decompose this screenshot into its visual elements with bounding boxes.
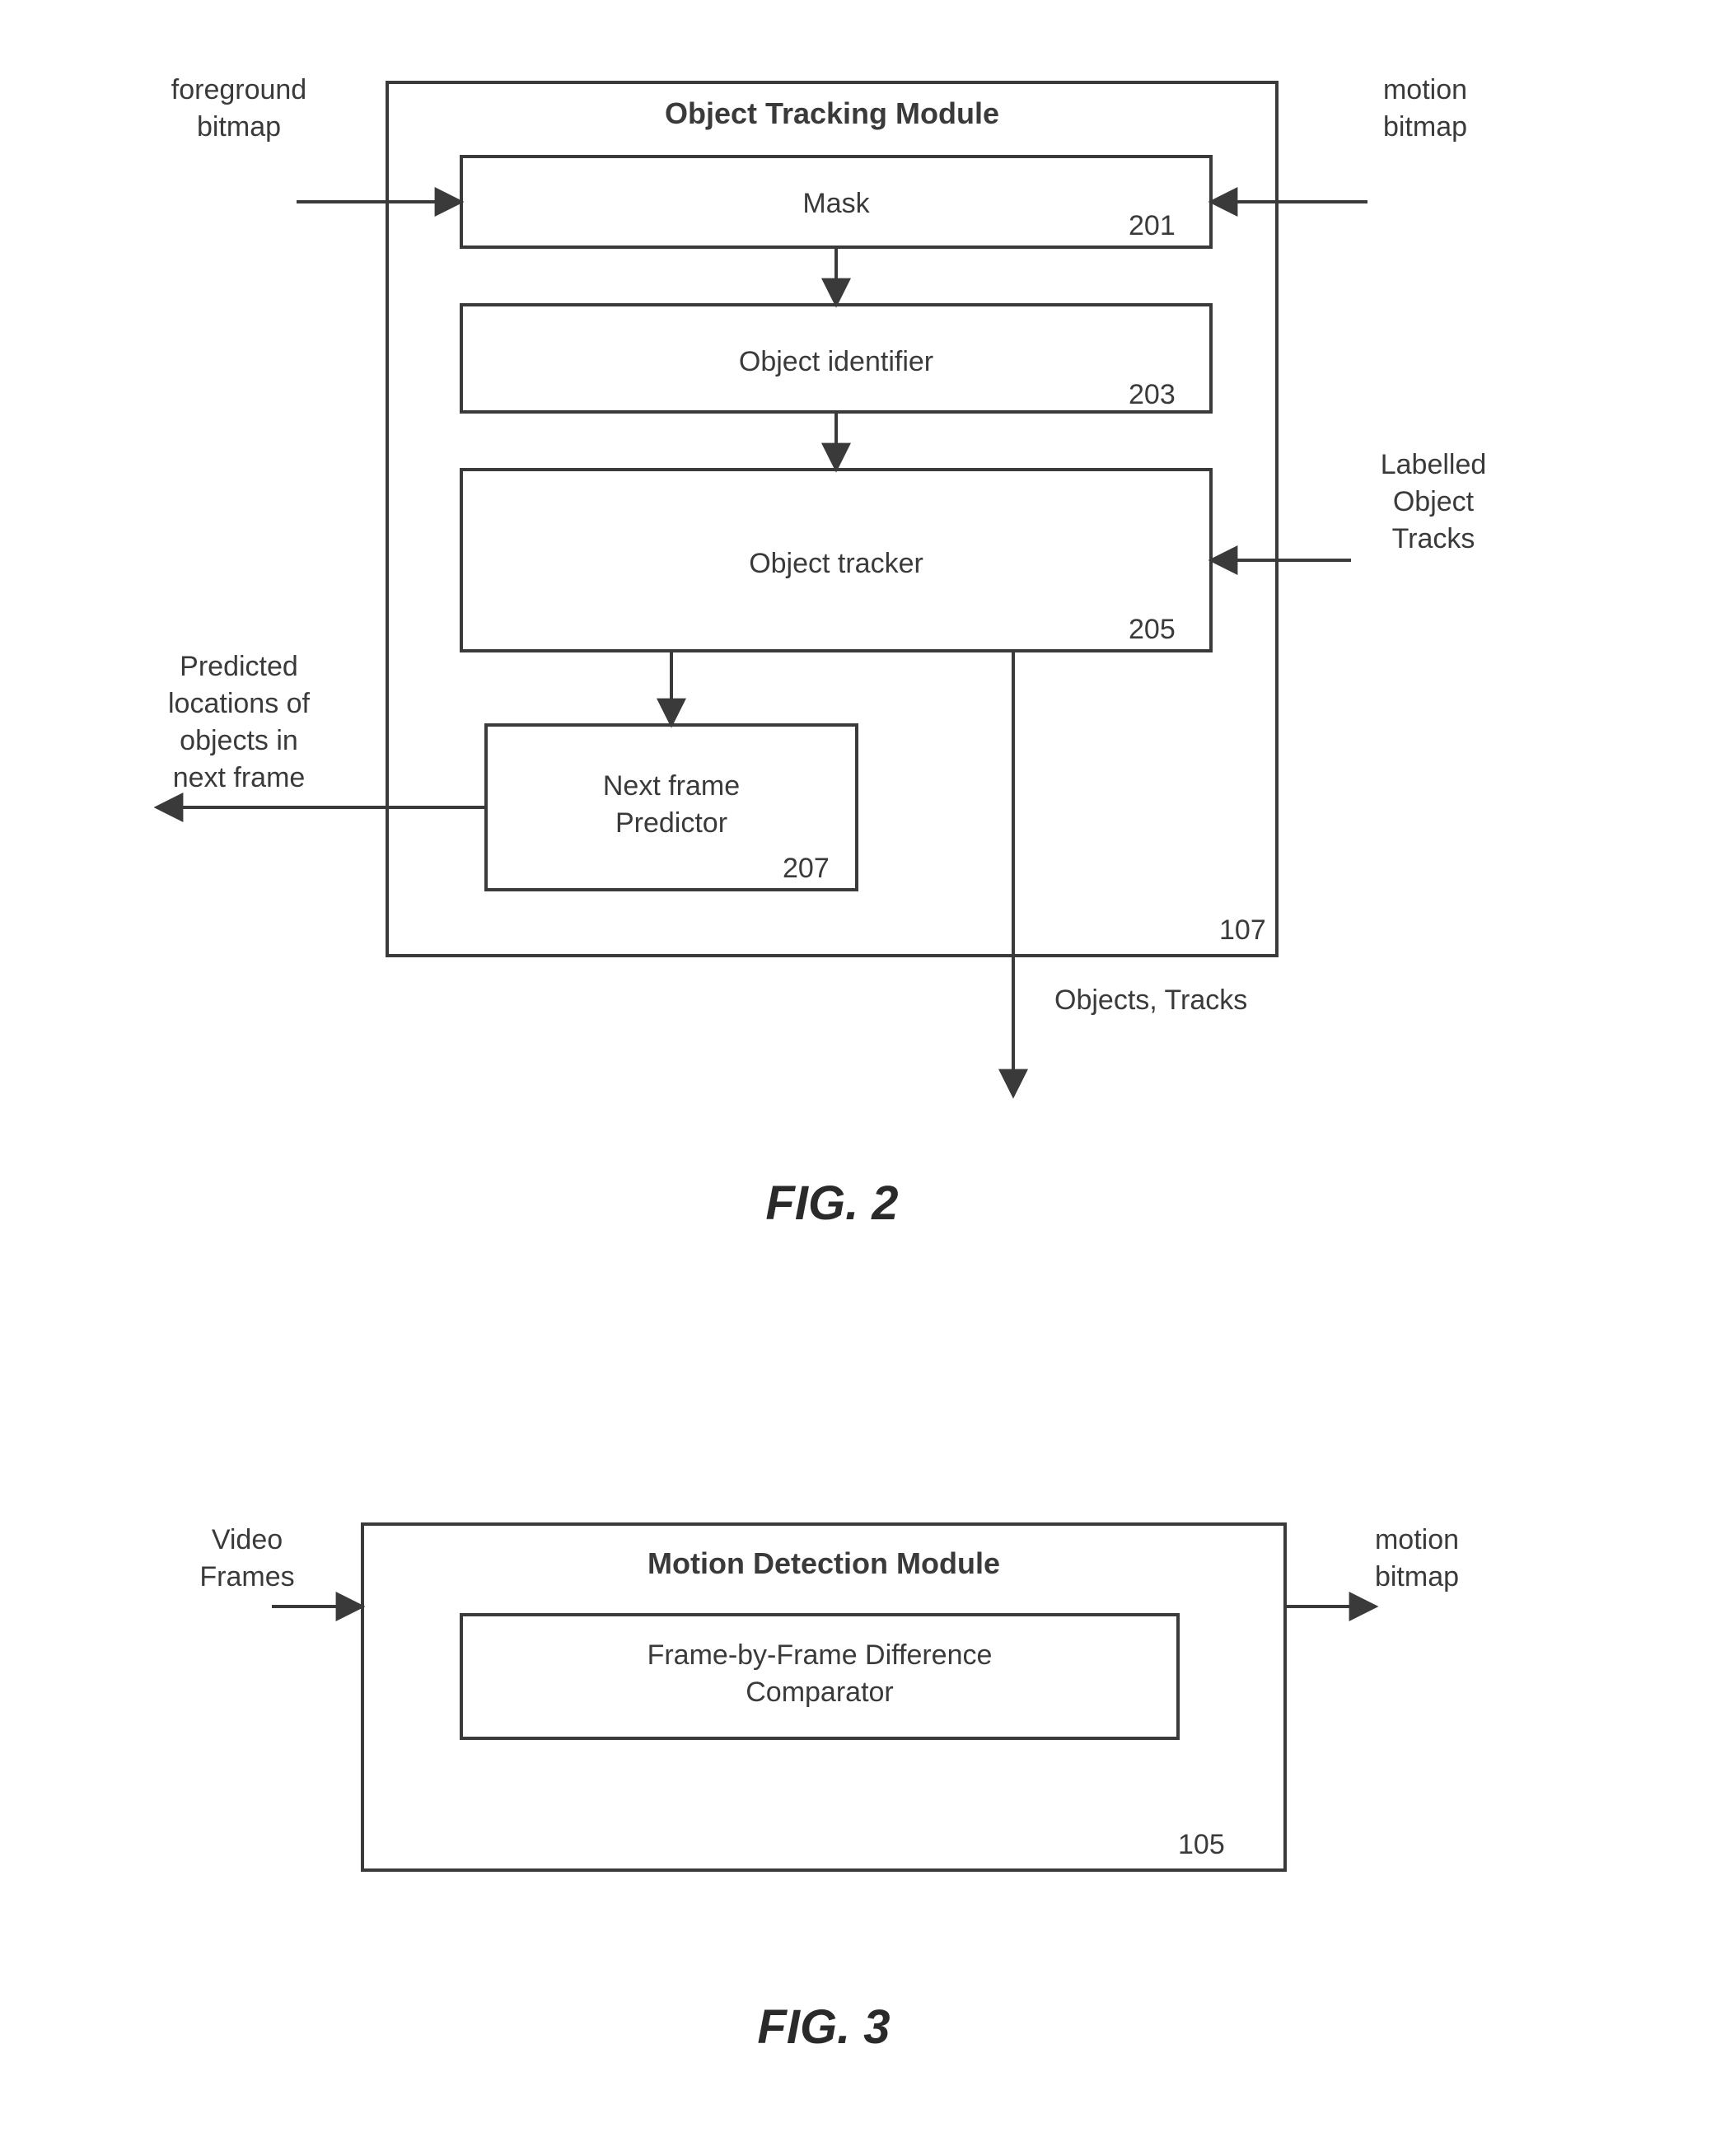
mask-label: Mask (802, 188, 870, 219)
fig3-container-ref: 105 (1178, 1829, 1225, 1860)
diagram-canvas: Object Tracking Module 107 Mask 201 Obje… (0, 0, 1711, 2156)
mask-ref: 201 (1129, 210, 1176, 241)
labelled-l3: Tracks (1392, 523, 1475, 554)
video-l1: Video (212, 1524, 283, 1555)
predictor-label-line2: Predictor (615, 807, 727, 839)
comparator-label-l1: Frame-by-Frame Difference (647, 1639, 993, 1671)
fig2: Object Tracking Module 107 Mask 201 Obje… (157, 74, 1486, 1230)
identifier-label: Object identifier (739, 346, 933, 377)
labelled-l1: Labelled (1381, 449, 1487, 480)
foreground-label-l1: foreground (171, 74, 306, 105)
output-label: Objects, Tracks (1054, 984, 1247, 1016)
fig3-motion-l2: bitmap (1375, 1561, 1459, 1592)
tracker-label: Object tracker (749, 548, 923, 579)
predicted-l2: locations of (168, 688, 311, 719)
predictor-label-line1: Next frame (603, 770, 740, 802)
comparator-label-l2: Comparator (746, 1677, 894, 1708)
foreground-label-l2: bitmap (197, 111, 281, 143)
fig2-caption: FIG. 2 (765, 1176, 898, 1230)
predicted-l3: objects in (180, 725, 298, 756)
video-l2: Frames (199, 1561, 294, 1592)
fig2-container-ref: 107 (1219, 914, 1266, 946)
predictor-ref: 207 (783, 853, 830, 884)
fig3-title: Motion Detection Module (647, 1546, 1000, 1580)
predicted-l1: Predicted (180, 651, 298, 682)
fig3-motion-l1: motion (1375, 1524, 1459, 1555)
fig3-caption: FIG. 3 (757, 2000, 890, 2054)
fig3: Motion Detection Module 105 Frame-by-Fra… (199, 1524, 1459, 2054)
tracker-ref: 205 (1129, 614, 1176, 645)
predicted-l4: next frame (173, 762, 306, 793)
labelled-l2: Object (1393, 486, 1475, 517)
motion-label-l2: bitmap (1383, 111, 1467, 143)
motion-label-l1: motion (1383, 74, 1467, 105)
identifier-ref: 203 (1129, 379, 1176, 410)
fig2-title: Object Tracking Module (665, 96, 999, 130)
